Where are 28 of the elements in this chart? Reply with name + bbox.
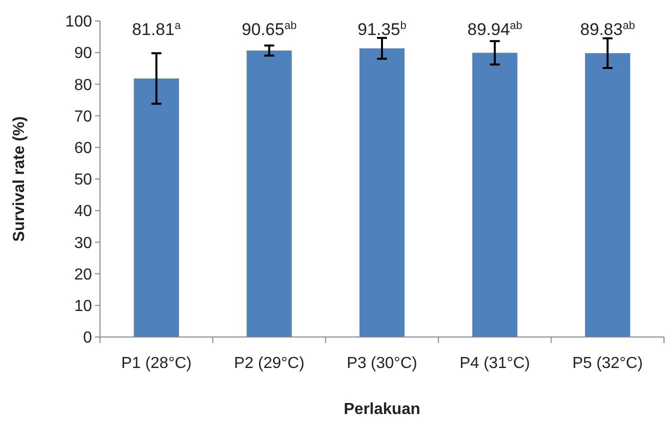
y-tick-label: 70 (74, 108, 92, 126)
x-tick-label: P2 (29°C) (234, 355, 304, 372)
y-tick-label: 90 (74, 45, 92, 62)
y-tick-label: 0 (83, 330, 92, 347)
bar (134, 78, 179, 337)
bar (359, 48, 405, 337)
data-label: 91.35$^{b}$ (358, 20, 406, 39)
y-tick-label: 100 (65, 14, 92, 31)
x-tick-label: P3 (30°C) (346, 355, 418, 372)
y-tick-label: 10 (74, 298, 92, 315)
y-tick-label: 50 (74, 172, 92, 189)
data-label: 81.81$^{a}$ (132, 20, 182, 39)
data-label: 90.65$^{ab}$ (242, 20, 297, 39)
bar (246, 50, 292, 337)
x-tick-label: P4 (31°C) (460, 355, 530, 372)
x-tick-label: P5 (32°C) (572, 355, 643, 372)
bar (472, 52, 518, 337)
x-tick-label: P1 (28°C) (121, 355, 192, 372)
y-tick-label: 40 (74, 203, 92, 220)
y-tick-label: 20 (74, 266, 92, 284)
bar (585, 53, 630, 337)
y-tick-label: 80 (74, 76, 92, 94)
y-tick-label: 30 (74, 234, 92, 252)
data-label: 89.94$^{ab}$ (467, 20, 522, 39)
x-axis-title: Perlakuan (344, 401, 420, 418)
y-axis-title: Survival rate (%) (11, 116, 28, 242)
y-tick-label: 60 (74, 140, 92, 157)
data-label: 89.83$^{ab}$ (580, 20, 636, 39)
